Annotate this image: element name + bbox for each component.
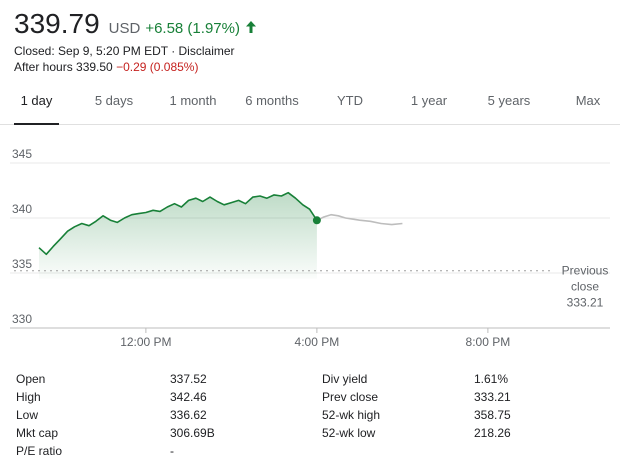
stat-label: P/E ratio: [16, 444, 63, 458]
y-tick-label: 330: [12, 312, 32, 326]
range-tabs: 1 day 5 days 1 month 6 months YTD 1 year…: [0, 86, 620, 125]
x-tick-label: 8:00 PM: [466, 335, 511, 349]
after-hours-line: [316, 213, 403, 226]
after-hours: After hours 339.50 −0.29 (0.085%): [14, 60, 198, 74]
stat-value: 1.61%: [474, 372, 509, 386]
stat-value: 337.52: [170, 372, 207, 386]
previous-close-value: 333.21: [567, 296, 604, 310]
y-tick-label: 340: [12, 202, 32, 216]
tab-max[interactable]: Max: [575, 93, 601, 108]
tab-1-day[interactable]: 1 day: [14, 86, 59, 125]
currency-code: USD: [108, 20, 141, 37]
stat-value: 306.69B: [170, 426, 215, 440]
stats-row: Open 337.52 Div yield 1.61%: [16, 370, 511, 388]
stat-value: 358.75: [474, 408, 511, 422]
stats-row: Low 336.62 52-wk high 358.75: [16, 406, 511, 424]
stat-value: -: [170, 444, 174, 458]
after-hours-price: After hours 339.50: [14, 60, 113, 74]
stat-label: High: [16, 390, 41, 404]
price-row: 339.79 USD +6.58 (1.97%): [14, 8, 257, 40]
x-tick-label: 12:00 PM: [120, 335, 171, 349]
y-tick-label: 335: [12, 257, 32, 271]
current-price: 339.79: [14, 8, 100, 39]
after-hours-change: −0.29 (0.085%): [116, 60, 199, 74]
x-tick-label: 4:00 PM: [295, 335, 340, 349]
stats-row: P/E ratio -: [16, 442, 511, 460]
price-chart: 345 340 335 330 12:00 PM 4:00 PM 8:00 PM Prev…: [10, 147, 610, 349]
tab-5-years[interactable]: 5 years: [487, 93, 531, 108]
tab-1-month[interactable]: 1 month: [169, 93, 217, 108]
stat-label: Prev close: [322, 390, 379, 404]
previous-close-label: Previous: [562, 264, 609, 278]
last-price-dot: [312, 216, 321, 225]
regular-session-area: [39, 192, 317, 279]
stat-label: Low: [16, 408, 39, 422]
stat-label: Open: [16, 372, 46, 386]
tab-5-days[interactable]: 5 days: [94, 93, 134, 108]
stat-value: 218.26: [474, 426, 511, 440]
y-tick-label: 345: [12, 147, 32, 161]
stats-row: High 342.46 Prev close 333.21: [16, 388, 511, 406]
stat-label: Div yield: [322, 372, 368, 386]
stat-label: 52-wk low: [322, 426, 376, 440]
key-stats: Open 337.52 Div yield 1.61% High 342.46 …: [16, 370, 616, 460]
arrow-up-icon: [245, 20, 257, 34]
previous-close-label-2: close: [571, 280, 599, 294]
stat-value: 342.46: [170, 390, 207, 404]
tab-1-year[interactable]: 1 year: [410, 93, 448, 108]
stat-label: 52-wk high: [322, 408, 381, 422]
regular-session-line: [38, 191, 318, 256]
stats-row: Mkt cap 306.69B 52-wk low 218.26: [16, 424, 511, 442]
closed-status: Closed: Sep 9, 5:20 PM EDT · Disclaimer: [14, 44, 235, 58]
stat-value: 336.62: [170, 408, 207, 422]
stat-label: Mkt cap: [16, 426, 59, 440]
tab-6-months[interactable]: 6 months: [245, 93, 299, 108]
stat-value: 333.21: [474, 390, 511, 404]
price-change: +6.58 (1.97%): [145, 20, 240, 37]
tab-ytd[interactable]: YTD: [337, 93, 363, 108]
